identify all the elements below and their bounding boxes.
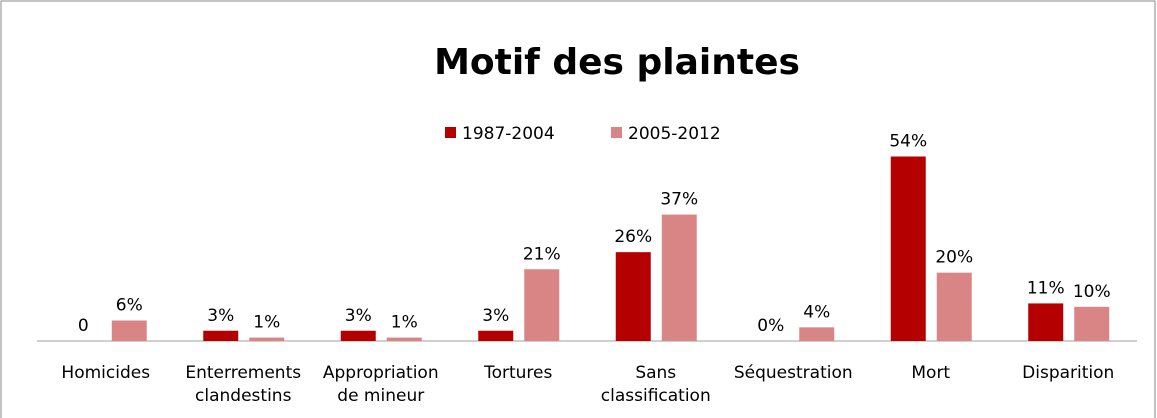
x-tick-label: Appropriation de mineur: [323, 363, 439, 406]
data-label: 3%: [207, 306, 234, 326]
data-label: 54%: [889, 132, 927, 152]
bar: [661, 214, 697, 341]
data-label: 10%: [1073, 282, 1111, 302]
x-tick-label: Séquestration: [734, 363, 853, 383]
bar: [203, 330, 239, 341]
x-tick-label: Enterrements clandestins: [185, 363, 301, 406]
data-label: 0%: [757, 316, 784, 336]
bar: [111, 320, 147, 341]
data-label: 1%: [253, 313, 280, 333]
bar: [386, 337, 422, 341]
x-tick-label: Mort: [911, 363, 950, 383]
data-label: 26%: [614, 227, 652, 247]
legend-label: 1987-2004: [462, 124, 555, 144]
bar: [340, 330, 376, 341]
data-label: 37%: [660, 190, 698, 210]
bar: [799, 327, 835, 341]
bar: [524, 269, 560, 341]
data-label: 1%: [391, 313, 418, 333]
data-label: 0: [78, 316, 89, 336]
bar: [890, 156, 926, 341]
bar: [1074, 306, 1110, 341]
x-tick-label: Sans classification: [601, 363, 711, 406]
chart-title: Motif des plaintes: [434, 42, 800, 83]
legend-swatch: [445, 127, 456, 138]
x-tick-label: Disparition: [1022, 363, 1114, 383]
legend-label: 2005-2012: [628, 124, 721, 144]
bar: [1028, 303, 1064, 341]
data-label: 6%: [116, 296, 143, 316]
x-tick-label: Tortures: [483, 363, 552, 383]
bar: [478, 330, 514, 341]
data-label: 21%: [523, 244, 561, 264]
bar: [249, 337, 285, 341]
data-label: 20%: [935, 248, 973, 268]
data-label: 3%: [345, 306, 372, 326]
data-label: 11%: [1027, 278, 1065, 298]
legend-swatch: [611, 127, 622, 138]
x-tick-label: Homicides: [61, 363, 150, 383]
data-label: 4%: [803, 302, 830, 322]
bar: [936, 272, 972, 341]
bar: [615, 252, 651, 341]
data-label: 3%: [482, 306, 509, 326]
